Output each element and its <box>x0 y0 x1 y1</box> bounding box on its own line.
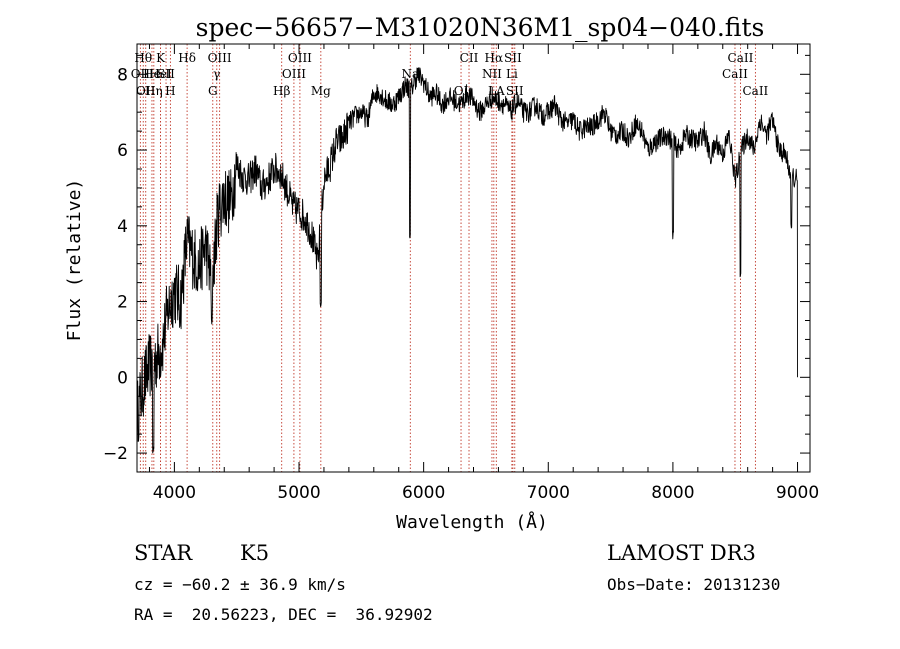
x-axis-label: Wavelength (Å) <box>396 511 548 533</box>
y-axis: −2 0 2 4 6 8 <box>103 54 810 473</box>
line-marker-label: CaII <box>728 51 754 65</box>
line-marker-label: Hθ <box>134 51 152 65</box>
line-marker-label: SII <box>157 67 175 81</box>
line-marker-label: CaII <box>722 67 748 81</box>
survey-label: LAMOST DR3 <box>607 541 756 565</box>
y-tick-label: 4 <box>117 217 128 237</box>
line-marker-label: OIII <box>208 51 232 65</box>
line-marker-labels: HθOIIHeOIIHηKHeISIIHHδGγOIIIHβOIIIOIIIMg… <box>131 51 769 98</box>
line-marker-label: Hα <box>485 51 504 65</box>
object-class: STAR <box>134 541 193 565</box>
line-marker-label: SII <box>506 84 524 98</box>
y-tick-label: −2 <box>103 444 128 464</box>
line-marker-label: Hδ <box>178 51 196 65</box>
y-axis-label: Flux (relative) <box>64 179 85 342</box>
y-tick-label: 6 <box>117 141 128 161</box>
line-marker-label: OI <box>454 84 469 98</box>
obs-date-text: Obs−Date: 20131230 <box>607 575 780 594</box>
plot-frame <box>136 43 811 473</box>
x-tick-label: 6000 <box>402 483 445 503</box>
line-marker-label: K <box>156 51 166 65</box>
spectrum-line <box>136 67 798 454</box>
line-marker-label: Mg <box>311 84 331 98</box>
line-marker-label: Hβ <box>273 84 290 98</box>
x-tick-label: 8000 <box>651 483 694 503</box>
y-tick-label: 2 <box>117 293 128 313</box>
line-marker-label: OIII <box>288 51 312 65</box>
x-tick-label: 7000 <box>527 483 570 503</box>
line-marker-label: OIII <box>282 67 306 81</box>
x-tick-label: 9000 <box>776 483 819 503</box>
line-marker-label: SII <box>504 51 522 65</box>
chart-title: spec−56657−M31020N36M1_sp04−040.fits <box>196 13 765 42</box>
line-marker-label: NII <box>482 67 502 81</box>
line-marker-label: CII <box>460 51 479 65</box>
line-marker-label: LA <box>488 84 505 98</box>
line-marker-label: HeI <box>149 67 172 81</box>
line-marker-label: H <box>165 84 175 98</box>
x-tick-label: 5000 <box>277 483 320 503</box>
line-marker-label: OII <box>136 84 156 98</box>
x-axis: 4000 5000 6000 7000 8000 9000 <box>148 44 819 503</box>
spectrum-series <box>136 67 798 454</box>
line-marker-label: γ <box>213 67 220 81</box>
line-marker-label: Hη <box>145 84 163 98</box>
line-marker-label: CaII <box>742 84 768 98</box>
y-tick-label: 0 <box>117 368 128 388</box>
object-subclass: K5 <box>240 541 269 565</box>
y-tick-label: 8 <box>117 65 128 85</box>
line-marker-label: Na <box>401 67 419 81</box>
line-marker-label: Li <box>506 67 518 81</box>
line-marker-label: He <box>143 67 161 81</box>
redshift-text: cz = −60.2 ± 36.9 km/s <box>134 575 346 594</box>
line-markers <box>139 44 756 472</box>
x-tick-label: 4000 <box>153 483 196 503</box>
coordinates-text: RA = 20.56223, DEC = 36.92902 <box>134 605 433 624</box>
line-marker-label: G <box>208 84 218 98</box>
